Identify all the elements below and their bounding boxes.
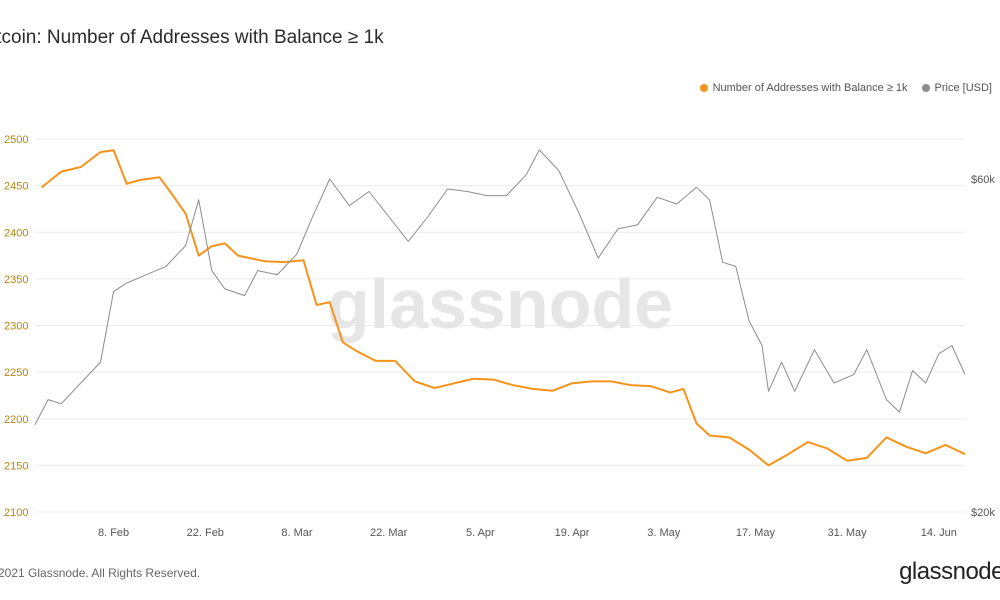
legend-dot-addresses xyxy=(699,84,708,92)
y-tick-label: 2500 xyxy=(4,134,28,146)
x-tick-label: 5. Apr xyxy=(466,527,495,539)
x-tick-label: 8. Feb xyxy=(98,527,129,539)
series-line-price[interactable] xyxy=(34,149,966,425)
x-tick-label: 19. Apr xyxy=(555,527,590,539)
glassnode-logo: glassnode xyxy=(899,558,1000,585)
y-tick-label: 2150 xyxy=(4,460,28,472)
legend-item-price[interactable]: Price [USD] xyxy=(921,82,992,94)
legend-item-addresses[interactable]: Number of Addresses with Balance ≥ 1k xyxy=(699,82,908,94)
y2-tick-label: $60k xyxy=(971,174,995,186)
legend-dot-price xyxy=(921,84,930,92)
x-tick-label: 14. Jun xyxy=(921,527,957,539)
series-line-addresses[interactable] xyxy=(40,149,966,467)
x-tick-label: 31. May xyxy=(828,527,868,539)
legend-label-price: Price [USD] xyxy=(934,82,992,94)
y-tick-label: 2400 xyxy=(4,227,28,239)
y-axis-right: $20k $60k xyxy=(971,174,995,519)
series-group xyxy=(34,149,966,467)
y-tick-label: 2300 xyxy=(4,321,28,333)
y2-tick-label: $20k xyxy=(971,507,995,519)
y-tick-label: 2100 xyxy=(4,507,28,519)
x-tick-label: 22. Mar xyxy=(370,527,408,539)
legend-label-addresses: Number of Addresses with Balance ≥ 1k xyxy=(712,82,908,94)
x-tick-label: 17. May xyxy=(736,527,776,539)
y-tick-label: 2450 xyxy=(4,181,28,193)
x-tick-label: 8. Mar xyxy=(281,527,313,539)
x-axis: 8. Feb 22. Feb 8. Mar 22. Mar 5. Apr 19. Apr 3… xyxy=(98,527,957,539)
watermark: glassnode xyxy=(327,265,673,343)
x-tick-label: 3. May xyxy=(647,527,681,539)
copyright-text: 2021 Glassnode. All Rights Reserved. xyxy=(0,566,201,580)
y-tick-label: 2250 xyxy=(4,367,28,379)
chart-legend: Number of Addresses with Balance ≥ 1k Pr… xyxy=(699,82,992,94)
chart-title: itcoin: Number of Addresses with Balance… xyxy=(0,27,384,48)
y-tick-label: 2350 xyxy=(4,274,28,286)
x-tick-label: 22. Feb xyxy=(187,527,224,539)
y-tick-label: 2200 xyxy=(4,414,28,426)
y-axis-left: 2100 2150 2200 2250 2300 2350 2400 2450 2500 xyxy=(4,134,28,519)
grid-lines xyxy=(35,138,965,513)
